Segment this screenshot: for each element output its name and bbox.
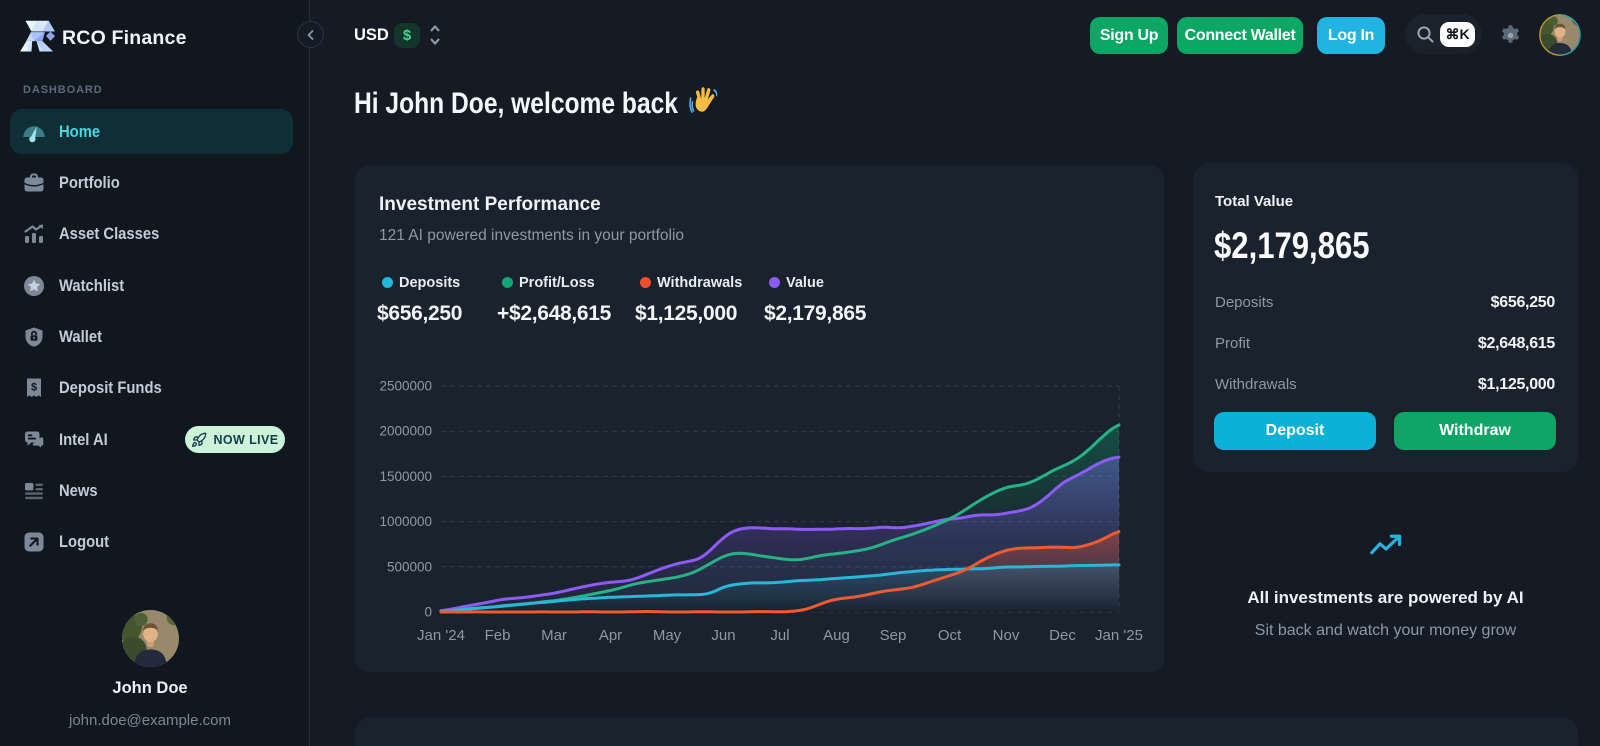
svg-text:1000000: 1000000: [379, 514, 432, 529]
svg-text:$: $: [31, 381, 37, 393]
svg-text:Jul: Jul: [770, 627, 789, 644]
svg-text:0: 0: [424, 605, 432, 620]
svg-text:Mar: Mar: [541, 627, 567, 644]
svg-text:Feb: Feb: [485, 627, 511, 644]
svg-text:Nov: Nov: [993, 627, 1020, 644]
svg-text:Jan '25: Jan '25: [1095, 627, 1143, 644]
svg-text:Oct: Oct: [938, 627, 962, 644]
svg-text:May: May: [653, 627, 682, 644]
svg-text:Jun: Jun: [711, 627, 735, 644]
svg-text:Jan '24: Jan '24: [417, 627, 465, 644]
svg-text:Apr: Apr: [599, 627, 622, 644]
svg-text:500000: 500000: [387, 559, 432, 574]
svg-text:Dec: Dec: [1049, 627, 1076, 644]
svg-text:Sep: Sep: [880, 627, 907, 644]
svg-text:2500000: 2500000: [379, 379, 432, 394]
svg-text:Aug: Aug: [823, 627, 850, 644]
svg-text:1500000: 1500000: [379, 469, 432, 484]
svg-text:2000000: 2000000: [379, 424, 432, 439]
